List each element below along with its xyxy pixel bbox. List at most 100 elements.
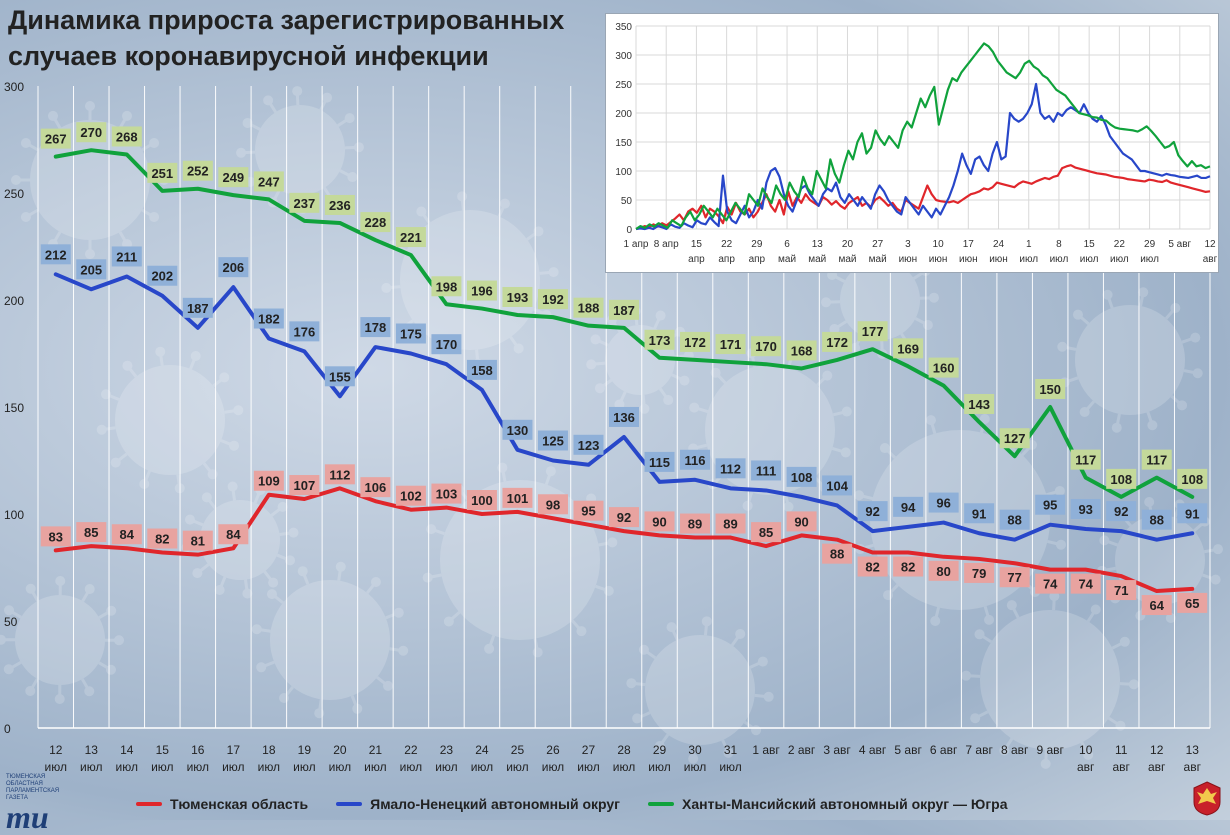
data-label: 95	[1035, 495, 1065, 515]
x-tick-label-month: июл	[719, 760, 741, 774]
data-label: 108	[1177, 469, 1207, 489]
inset-x-tick-label: 1	[1026, 239, 1032, 250]
inset-x-tick-label-month: апр	[688, 254, 705, 265]
data-label: 108	[787, 467, 817, 487]
x-tick-label-month: июл	[258, 760, 280, 774]
data-label: 88	[1142, 510, 1172, 530]
inset-x-tick-label: 6	[784, 239, 790, 250]
data-label: 104	[822, 475, 852, 495]
data-label: 198	[431, 276, 461, 296]
data-label-text: 109	[258, 474, 280, 489]
inset-x-tick-label-month: июн	[899, 254, 918, 265]
data-label-text: 65	[1185, 596, 1199, 611]
data-label: 74	[1035, 574, 1065, 594]
x-tick-label: 23	[440, 743, 454, 757]
inset-x-tick-label: 22	[1114, 239, 1126, 250]
data-label: 101	[502, 488, 532, 508]
data-label-text: 267	[45, 132, 67, 147]
x-tick-label: 25	[511, 743, 525, 757]
inset-y-tick-label: 0	[626, 225, 632, 236]
data-label-text: 236	[329, 198, 351, 213]
x-tick-label-month: июл	[400, 760, 422, 774]
data-label: 82	[893, 557, 923, 577]
data-label: 85	[76, 522, 106, 542]
legend-item-tyumen: Тюменская область	[136, 796, 308, 812]
data-label: 176	[289, 321, 319, 341]
data-label: 84	[218, 524, 248, 544]
data-label-text: 196	[471, 284, 493, 299]
newspaper-logo: ТЮМЕНСКАЯ ОБЛАСТНАЯ ПАРЛАМЕНТСКАЯ ГАЗЕТА…	[6, 774, 76, 818]
data-label: 252	[183, 161, 213, 181]
x-tick-label: 6 авг	[930, 743, 958, 757]
inset-y-tick-label: 350	[615, 22, 632, 33]
x-tick-label-month: июл	[506, 760, 528, 774]
inset-x-tick-label-month: июл	[1050, 254, 1069, 265]
data-label-text: 81	[191, 534, 205, 549]
data-label: 93	[1071, 499, 1101, 519]
inset-y-tick-label: 100	[615, 167, 632, 178]
data-label-text: 103	[436, 487, 458, 502]
data-label-text: 251	[151, 166, 173, 181]
data-label-text: 92	[865, 504, 879, 519]
inset-x-tick-label-month: май	[869, 254, 887, 265]
x-tick-label: 14	[120, 743, 134, 757]
data-label: 143	[964, 394, 994, 414]
x-tick-label: 20	[333, 743, 347, 757]
inset-y-tick-label: 50	[621, 196, 633, 207]
data-label-text: 155	[329, 369, 351, 384]
x-tick-label: 2 авг	[788, 743, 816, 757]
data-label: 85	[751, 522, 781, 542]
data-label-text: 90	[794, 514, 808, 529]
data-label-text: 111	[756, 463, 776, 478]
data-label: 102	[396, 486, 426, 506]
x-tick-label-month: июл	[684, 760, 706, 774]
data-label: 182	[254, 309, 284, 329]
data-label: 107	[289, 475, 319, 495]
data-label-text: 82	[155, 532, 169, 547]
data-label-text: 74	[1078, 577, 1093, 592]
x-tick-label-month: июл	[329, 760, 351, 774]
data-label: 90	[645, 511, 675, 531]
data-label-text: 172	[684, 335, 706, 350]
legend-label-yamal: Ямало-Ненецкий автономный округ	[370, 796, 620, 812]
data-label: 88	[822, 544, 852, 564]
data-label: 187	[609, 300, 639, 320]
data-label-text: 125	[542, 434, 564, 449]
data-label-text: 237	[294, 196, 316, 211]
data-label: 92	[1106, 501, 1136, 521]
data-label: 247	[254, 171, 284, 191]
data-label: 212	[41, 244, 71, 264]
x-tick-label: 27	[582, 743, 596, 757]
legend-swatch-green	[648, 802, 674, 806]
data-label-text: 88	[1149, 513, 1163, 528]
inset-y-tick-label: 300	[615, 51, 632, 62]
data-label-text: 107	[294, 478, 316, 493]
data-label-text: 91	[1185, 506, 1199, 521]
data-label: 171	[716, 334, 746, 354]
x-tick-label: 19	[298, 743, 312, 757]
data-label-text: 93	[1078, 502, 1092, 517]
inset-x-tick-label: 22	[721, 239, 733, 250]
legend-item-yamal: Ямало-Ненецкий автономный округ	[336, 796, 620, 812]
x-tick-label: 13	[85, 743, 99, 757]
data-label: 92	[858, 501, 888, 521]
data-label-text: 102	[400, 489, 422, 504]
data-label-text: 136	[613, 410, 635, 425]
data-label: 89	[716, 514, 746, 534]
data-label: 193	[502, 287, 532, 307]
data-label: 98	[538, 494, 568, 514]
data-label: 228	[360, 212, 390, 232]
inset-x-tick-label: 3	[905, 239, 911, 250]
data-label-text: 175	[400, 327, 422, 342]
inset-y-tick-label: 200	[615, 109, 632, 120]
data-label-text: 198	[436, 279, 458, 294]
data-label: 115	[645, 452, 675, 472]
data-label-text: 171	[720, 337, 742, 352]
logo-big-text: ти	[6, 802, 76, 832]
x-tick-label: 31	[724, 743, 738, 757]
x-tick-label-month: июл	[80, 760, 102, 774]
data-label-text: 202	[151, 269, 173, 284]
x-tick-label: 10	[1079, 743, 1093, 757]
inset-x-tick-label: 29	[1144, 239, 1156, 250]
